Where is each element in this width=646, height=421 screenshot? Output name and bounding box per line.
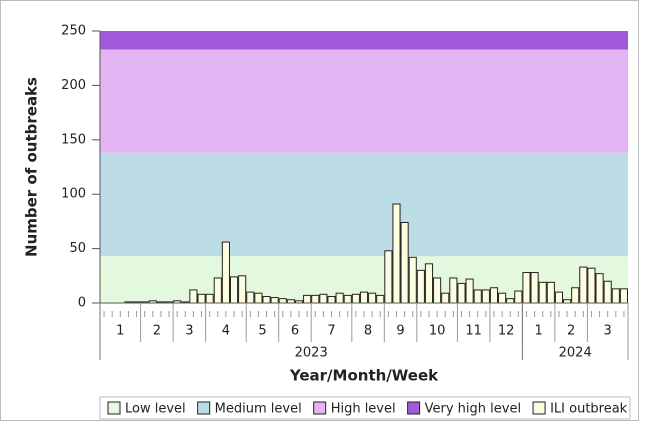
month-label: 2 <box>567 324 575 339</box>
bar <box>481 289 490 304</box>
bar <box>611 288 620 304</box>
bar <box>587 267 596 304</box>
legend-label: Low level <box>125 402 186 417</box>
bar <box>465 278 474 304</box>
month-label: 4 <box>222 324 230 339</box>
bar <box>359 291 369 304</box>
bar <box>546 281 555 304</box>
legend-swatch <box>313 401 327 415</box>
bar <box>433 277 442 304</box>
legend-swatch <box>107 401 121 415</box>
bar <box>351 293 360 304</box>
month-label: 1 <box>535 324 543 339</box>
bar <box>384 250 393 304</box>
y-tick-label: 50 <box>69 241 86 256</box>
month-label: 1 <box>116 324 124 339</box>
bar <box>449 277 458 304</box>
level-band <box>100 31 628 50</box>
bar <box>278 298 287 304</box>
year-label: 2023 <box>295 346 328 361</box>
bar <box>595 273 604 304</box>
month-label: 9 <box>396 324 404 339</box>
month-label: 11 <box>465 324 482 339</box>
month-label: 12 <box>498 324 515 339</box>
legend-label: Medium level <box>215 402 302 417</box>
y-tick-label: 0 <box>78 296 86 311</box>
bar <box>554 291 564 304</box>
x-axis-title: Year/Month/Week <box>289 367 439 385</box>
bar <box>457 282 466 304</box>
bar <box>229 276 239 304</box>
bar <box>603 280 612 304</box>
month-label: 3 <box>604 324 612 339</box>
bar <box>579 266 588 304</box>
legend-box <box>99 396 631 420</box>
y-tick-label: 250 <box>61 24 86 39</box>
bar <box>319 293 328 304</box>
month-label: 10 <box>429 324 446 339</box>
bar <box>498 292 507 304</box>
bar <box>246 291 255 304</box>
bar <box>262 295 271 304</box>
legend-swatch <box>532 401 546 415</box>
bar <box>327 295 336 304</box>
bar <box>197 293 206 304</box>
bar <box>530 272 539 304</box>
bar <box>343 294 352 304</box>
bar <box>254 292 263 304</box>
month-label: 6 <box>291 324 299 339</box>
bar <box>473 289 482 304</box>
bar <box>221 241 230 304</box>
legend-label: High level <box>331 402 396 417</box>
level-band <box>100 49 628 153</box>
year-label: 2024 <box>559 346 592 361</box>
bar <box>368 292 377 304</box>
bar <box>538 281 547 304</box>
bar <box>376 294 385 304</box>
y-axis-title: Number of outbreaks <box>23 77 41 257</box>
y-tick-label: 200 <box>61 78 86 93</box>
bar <box>506 298 515 304</box>
bar <box>489 287 499 304</box>
month-label: 2 <box>153 324 161 339</box>
bar <box>213 277 222 304</box>
y-tick-label: 150 <box>61 132 86 147</box>
bar <box>335 292 344 304</box>
month-label: 8 <box>364 324 372 339</box>
legend-swatch <box>407 401 421 415</box>
month-label: 3 <box>185 324 193 339</box>
bar <box>408 256 417 304</box>
legend-label: ILI outbreak <box>550 402 628 417</box>
bar <box>571 287 580 304</box>
level-band <box>100 152 628 257</box>
bar <box>311 294 320 304</box>
bar <box>392 203 401 304</box>
bar <box>400 221 409 304</box>
bar <box>238 275 247 304</box>
bar <box>619 288 629 304</box>
bar <box>303 294 312 304</box>
bar <box>205 293 214 304</box>
bar <box>424 263 434 304</box>
bar <box>189 289 198 304</box>
bar <box>416 269 425 304</box>
legend-label: Very high level <box>425 402 521 417</box>
month-label: 7 <box>327 324 335 339</box>
legend-swatch <box>197 401 211 415</box>
y-tick-label: 100 <box>61 187 86 202</box>
bar <box>522 272 531 304</box>
bar <box>514 290 523 304</box>
month-label: 5 <box>258 324 266 339</box>
bar <box>441 292 450 304</box>
bar <box>270 297 279 304</box>
